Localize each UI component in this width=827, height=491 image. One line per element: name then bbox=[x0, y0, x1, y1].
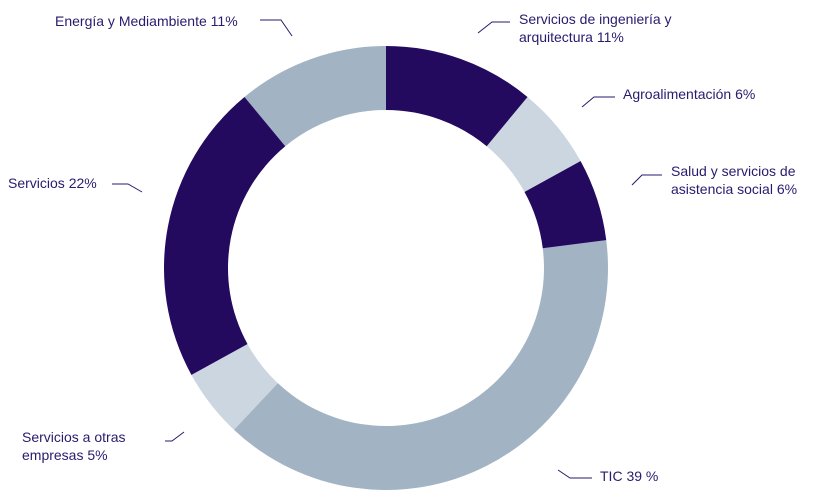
leader-line bbox=[557, 469, 592, 479]
value-label: 6% bbox=[735, 86, 756, 102]
slice-label: Agroalimentación 6% bbox=[623, 85, 823, 103]
leader-line bbox=[631, 174, 662, 186]
value-label: 5% bbox=[87, 447, 108, 463]
category-label: Servicios bbox=[8, 175, 65, 191]
leader-line bbox=[477, 21, 510, 34]
slice-label: TIC 39 % bbox=[600, 467, 720, 485]
donut-segment bbox=[164, 96, 286, 375]
slice-label: Salud y servicios de asistencia social 6… bbox=[671, 162, 827, 198]
value-label: 6% bbox=[776, 181, 798, 197]
leader-line bbox=[112, 183, 143, 193]
category-label: Servicios de ingeniería y arquitectura bbox=[519, 11, 672, 45]
leader-line bbox=[165, 431, 185, 442]
donut-segment bbox=[244, 46, 386, 147]
donut-segment bbox=[191, 344, 278, 430]
slice-label: Servicios a otras empresas 5% bbox=[22, 428, 167, 464]
slice-label: Servicios de ingeniería y arquitectura 1… bbox=[519, 10, 699, 46]
category-label: Energía y Mediambiente bbox=[55, 13, 207, 29]
leader-line bbox=[581, 96, 615, 108]
donut-segment bbox=[486, 96, 581, 192]
category-label: Servicios a otras empresas bbox=[22, 429, 126, 463]
category-label: Agroalimentación bbox=[623, 86, 732, 102]
value-label: 39 % bbox=[626, 468, 659, 484]
value-label: 11% bbox=[596, 29, 624, 45]
value-label: 22% bbox=[68, 175, 97, 191]
value-label: 11% bbox=[210, 13, 238, 29]
slice-label: Servicios 22% bbox=[8, 174, 128, 192]
donut-segment bbox=[386, 46, 528, 147]
slice-label: Energía y Mediambiente 11% bbox=[55, 12, 275, 30]
category-label: Salud y servicios de asistencia social bbox=[671, 163, 796, 197]
category-label: TIC bbox=[600, 468, 623, 484]
leader-line bbox=[260, 19, 293, 37]
donut-segment bbox=[524, 161, 607, 249]
donut-segment bbox=[234, 240, 608, 490]
